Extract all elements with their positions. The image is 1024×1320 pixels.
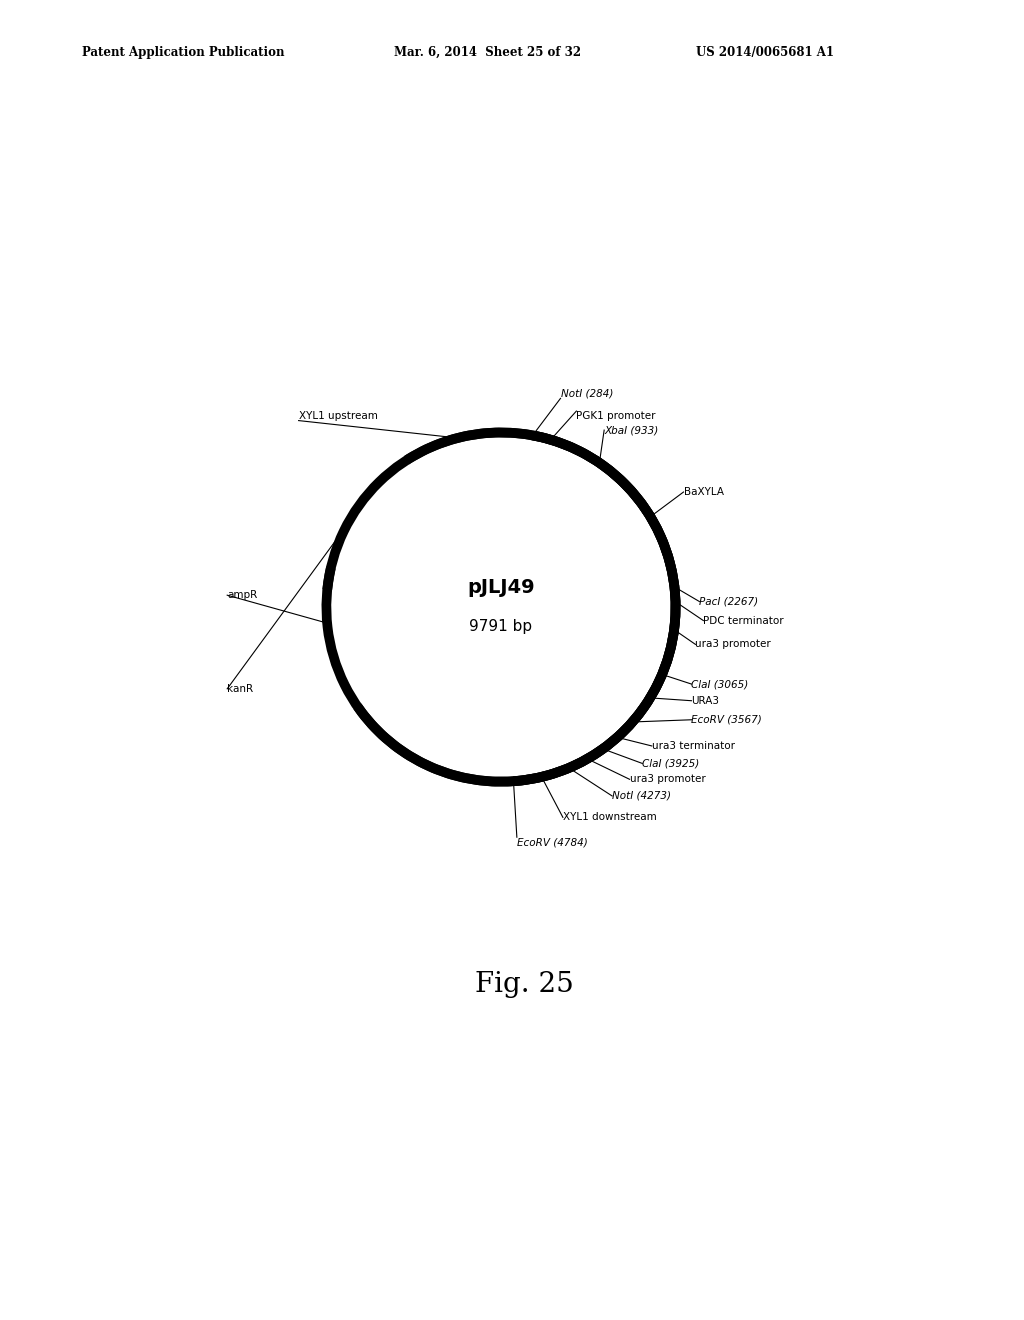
Text: XYL1 downstream: XYL1 downstream (563, 812, 656, 822)
Text: kanR: kanR (227, 684, 253, 694)
Text: XbaI (933): XbaI (933) (604, 425, 658, 436)
Text: NotI (4273): NotI (4273) (612, 791, 671, 801)
Text: NotI (284): NotI (284) (560, 388, 613, 399)
Text: PGK1 promoter: PGK1 promoter (577, 411, 656, 421)
Text: ura3 promoter: ura3 promoter (630, 775, 706, 784)
Text: 9791 bp: 9791 bp (469, 619, 532, 635)
Text: Patent Application Publication: Patent Application Publication (82, 46, 285, 59)
Text: BaXYLA: BaXYLA (684, 487, 724, 498)
Text: XYL1 upstream: XYL1 upstream (299, 411, 378, 421)
Text: ampR: ampR (227, 590, 257, 601)
Text: ura3 terminator: ura3 terminator (652, 741, 735, 751)
Text: EcoRV (4784): EcoRV (4784) (517, 837, 588, 847)
Text: ClaI (3925): ClaI (3925) (642, 759, 699, 768)
Text: URA3: URA3 (691, 696, 720, 706)
Text: EcoRV (3567): EcoRV (3567) (691, 714, 762, 725)
Text: ura3 promoter: ura3 promoter (695, 639, 771, 649)
Text: ClaI (3065): ClaI (3065) (691, 678, 749, 689)
Text: PacI (2267): PacI (2267) (699, 597, 759, 606)
Text: Fig. 25: Fig. 25 (475, 970, 574, 998)
Text: pJLJ49: pJLJ49 (467, 578, 535, 597)
Text: Mar. 6, 2014  Sheet 25 of 32: Mar. 6, 2014 Sheet 25 of 32 (394, 46, 582, 59)
Text: PDC terminator: PDC terminator (703, 615, 784, 626)
Text: US 2014/0065681 A1: US 2014/0065681 A1 (696, 46, 835, 59)
